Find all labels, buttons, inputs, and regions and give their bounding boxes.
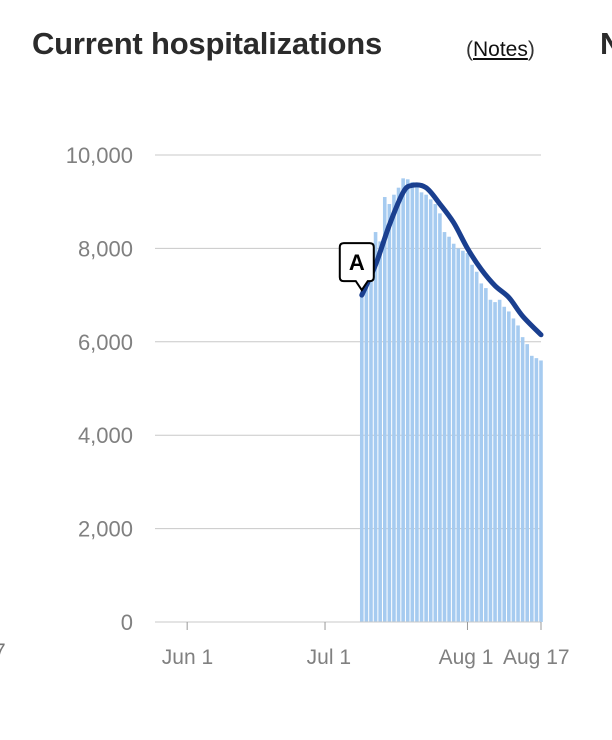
bar [447,236,451,622]
bar [474,271,479,622]
bar [382,197,387,622]
bar [373,232,378,622]
bar [369,264,373,622]
bar [405,179,410,622]
bar [378,241,382,622]
bar [456,248,461,622]
bar [442,232,447,622]
x-tick-label: Jun 1 [162,646,213,669]
y-axis: 0 2,000 4,000 6,000 8,000 10,000 [66,143,133,635]
bar [497,299,502,622]
bar [493,302,497,622]
bar [530,355,534,622]
bar [525,344,530,622]
line-series [359,182,544,338]
y-tick-label: 6,000 [78,330,133,355]
x-tick-label: Aug 1 [439,646,494,669]
bar [539,360,543,622]
y-tick-label: 10,000 [66,143,133,168]
bar [511,318,516,622]
annotation-label: A [349,250,365,275]
bar [428,199,433,623]
notes-open-paren: ( [466,38,473,61]
grid-lines [155,154,541,623]
notes-link[interactable]: Notes [473,38,528,61]
prev-chart-tick-fragment: 7 [0,640,6,664]
next-chart-title-fragment: N [600,26,612,61]
x-tick-label: Jul 1 [307,646,351,669]
bar [392,194,396,622]
x-tick-label: Aug 17 [503,646,570,669]
bar [387,204,392,622]
bar [419,192,424,623]
bar [401,178,405,622]
bar [534,358,539,622]
chart-title: Current hospitalizations [32,26,383,61]
bar [507,311,511,622]
bar [433,204,438,622]
y-tick-label: 8,000 [78,236,133,261]
bar [465,253,470,622]
annotation-marker[interactable] [338,242,375,292]
bar [415,185,419,623]
bar [488,299,493,622]
y-tick-label: 4,000 [78,423,133,448]
notes-close-paren: ) [527,38,535,61]
bar [424,194,428,622]
annotations[interactable]: A [338,242,375,292]
notes-link-group: (Notes) [466,38,535,62]
bar [516,325,520,622]
bar [470,264,474,622]
bar [359,295,364,622]
bar [502,306,507,622]
bar [396,187,401,622]
y-tick-label: 0 [121,610,133,635]
y-tick-label: 2,000 [78,517,133,542]
bar-series [359,178,543,623]
bar [364,281,369,622]
bar [479,283,484,622]
x-axis: Jun 1 Jul 1 Aug 1 Aug 17 [155,621,570,669]
bar [451,243,456,623]
bar [461,250,465,623]
seven-day-average-line [359,182,544,338]
bar [410,182,415,622]
bar [438,213,442,622]
bar [520,337,525,622]
bar [484,288,488,622]
